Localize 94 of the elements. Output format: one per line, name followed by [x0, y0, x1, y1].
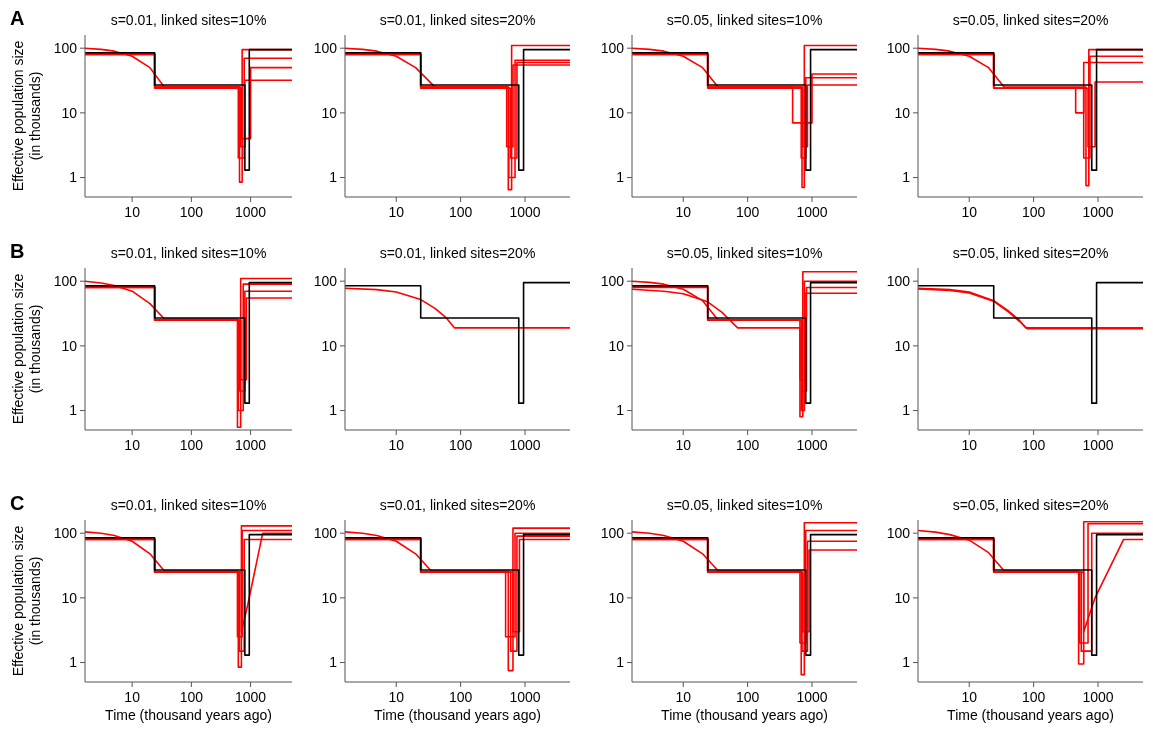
x-tick-label: 10	[675, 204, 692, 220]
x-tick-label: 1000	[509, 204, 541, 220]
x-tick-label: 100	[448, 437, 473, 453]
y-tick-label: 10	[608, 589, 625, 606]
y-tick-label: 100	[53, 525, 78, 542]
x-tick-label: 10	[961, 437, 978, 453]
x-tick-label: 100	[448, 204, 473, 220]
text: A	[10, 7, 25, 29]
y-tick-label: 10	[894, 104, 911, 121]
y-axis-title: Effective population size (in thousands)	[10, 525, 43, 677]
x-tick-label: 1000	[235, 437, 267, 453]
y-tick-label: 10	[608, 337, 625, 354]
x-tick-label: 10	[124, 689, 141, 705]
x-tick-label: 1000	[1082, 689, 1114, 705]
x-tick-label: 10	[388, 204, 405, 220]
y-tick-label: 10	[894, 337, 911, 354]
chart-title: s=0.05, linked sites=10%	[666, 497, 823, 513]
x-tick-label: 100	[1021, 689, 1046, 705]
y-tick-label: 1	[616, 402, 625, 419]
x-tick-label: 1000	[1082, 437, 1114, 453]
x-tick-label: 1000	[1082, 204, 1114, 220]
chart-title: s=0.01, linked sites=20%	[379, 245, 536, 261]
y-tick-label: 100	[600, 40, 625, 57]
chart-title: s=0.01, linked sites=20%	[379, 497, 536, 513]
text: C	[10, 492, 25, 514]
y-tick-label: 10	[61, 337, 78, 354]
x-tick-label: 1000	[796, 689, 828, 705]
x-tick-label: 100	[735, 689, 760, 705]
y-tick-label: 10	[608, 104, 625, 121]
y-tick-label: 100	[53, 40, 78, 57]
y-axis-title: Effective population size (in thousands)	[10, 273, 43, 425]
x-tick-label: 1000	[796, 437, 828, 453]
y-tick-label: 10	[61, 589, 78, 606]
y-tick-label: 1	[69, 402, 78, 419]
y-tick-label: 100	[886, 525, 911, 542]
x-tick-label: 10	[961, 689, 978, 705]
y-tick-label: 10	[61, 104, 78, 121]
x-tick-label: 1000	[235, 204, 267, 220]
chart-title: s=0.01, linked sites=10%	[110, 245, 267, 261]
x-tick-label: 10	[961, 204, 978, 220]
y-tick-label: 1	[616, 169, 625, 186]
x-tick-label: 100	[179, 437, 204, 453]
text: B	[10, 240, 25, 262]
x-tick-label: 100	[1021, 204, 1046, 220]
x-axis-title: Time (thousand years ago)	[374, 707, 541, 723]
y-tick-label: 10	[321, 337, 338, 354]
chart-title: s=0.05, linked sites=10%	[666, 245, 823, 261]
y-tick-label: 100	[53, 273, 78, 290]
x-tick-label: 10	[124, 437, 141, 453]
x-tick-label: 10	[675, 437, 692, 453]
x-tick-label: 10	[388, 437, 405, 453]
y-tick-label: 10	[894, 589, 911, 606]
x-tick-label: 100	[735, 437, 760, 453]
x-tick-label: 1000	[509, 689, 541, 705]
x-axis-title: Time (thousand years ago)	[105, 707, 272, 723]
y-tick-label: 10	[321, 104, 338, 121]
y-tick-label: 1	[329, 169, 338, 186]
x-tick-label: 100	[735, 204, 760, 220]
chart-title: s=0.01, linked sites=10%	[110, 12, 267, 28]
x-tick-label: 10	[388, 689, 405, 705]
x-tick-label: 100	[179, 204, 204, 220]
y-tick-label: 1	[69, 654, 78, 671]
x-tick-label: 100	[179, 689, 204, 705]
y-tick-label: 1	[616, 654, 625, 671]
chart-title: s=0.01, linked sites=10%	[110, 497, 267, 513]
y-tick-label: 100	[886, 273, 911, 290]
chart-title: s=0.05, linked sites=20%	[952, 245, 1109, 261]
x-axis-title: Time (thousand years ago)	[661, 707, 828, 723]
y-tick-label: 1	[902, 169, 911, 186]
y-tick-label: 1	[69, 169, 78, 186]
y-axis-title: Effective population size (in thousands)	[10, 40, 43, 192]
y-tick-label: 10	[321, 589, 338, 606]
chart-title: s=0.01, linked sites=20%	[379, 12, 536, 28]
y-tick-label: 100	[313, 40, 338, 57]
chart-title: s=0.05, linked sites=20%	[952, 12, 1109, 28]
y-tick-label: 1	[902, 402, 911, 419]
y-tick-label: 100	[313, 273, 338, 290]
x-tick-label: 1000	[235, 689, 267, 705]
y-tick-label: 100	[600, 273, 625, 290]
x-axis-title: Time (thousand years ago)	[947, 707, 1114, 723]
chart-title: s=0.05, linked sites=20%	[952, 497, 1109, 513]
y-tick-label: 1	[329, 402, 338, 419]
y-tick-label: 1	[329, 654, 338, 671]
chart-title: s=0.05, linked sites=10%	[666, 12, 823, 28]
y-tick-label: 100	[600, 525, 625, 542]
x-tick-label: 100	[448, 689, 473, 705]
x-tick-label: 1000	[796, 204, 828, 220]
y-tick-label: 1	[902, 654, 911, 671]
y-tick-label: 100	[313, 525, 338, 542]
x-tick-label: 10	[124, 204, 141, 220]
x-tick-label: 10	[675, 689, 692, 705]
y-tick-label: 100	[886, 40, 911, 57]
x-tick-label: 100	[1021, 437, 1046, 453]
x-tick-label: 1000	[509, 437, 541, 453]
